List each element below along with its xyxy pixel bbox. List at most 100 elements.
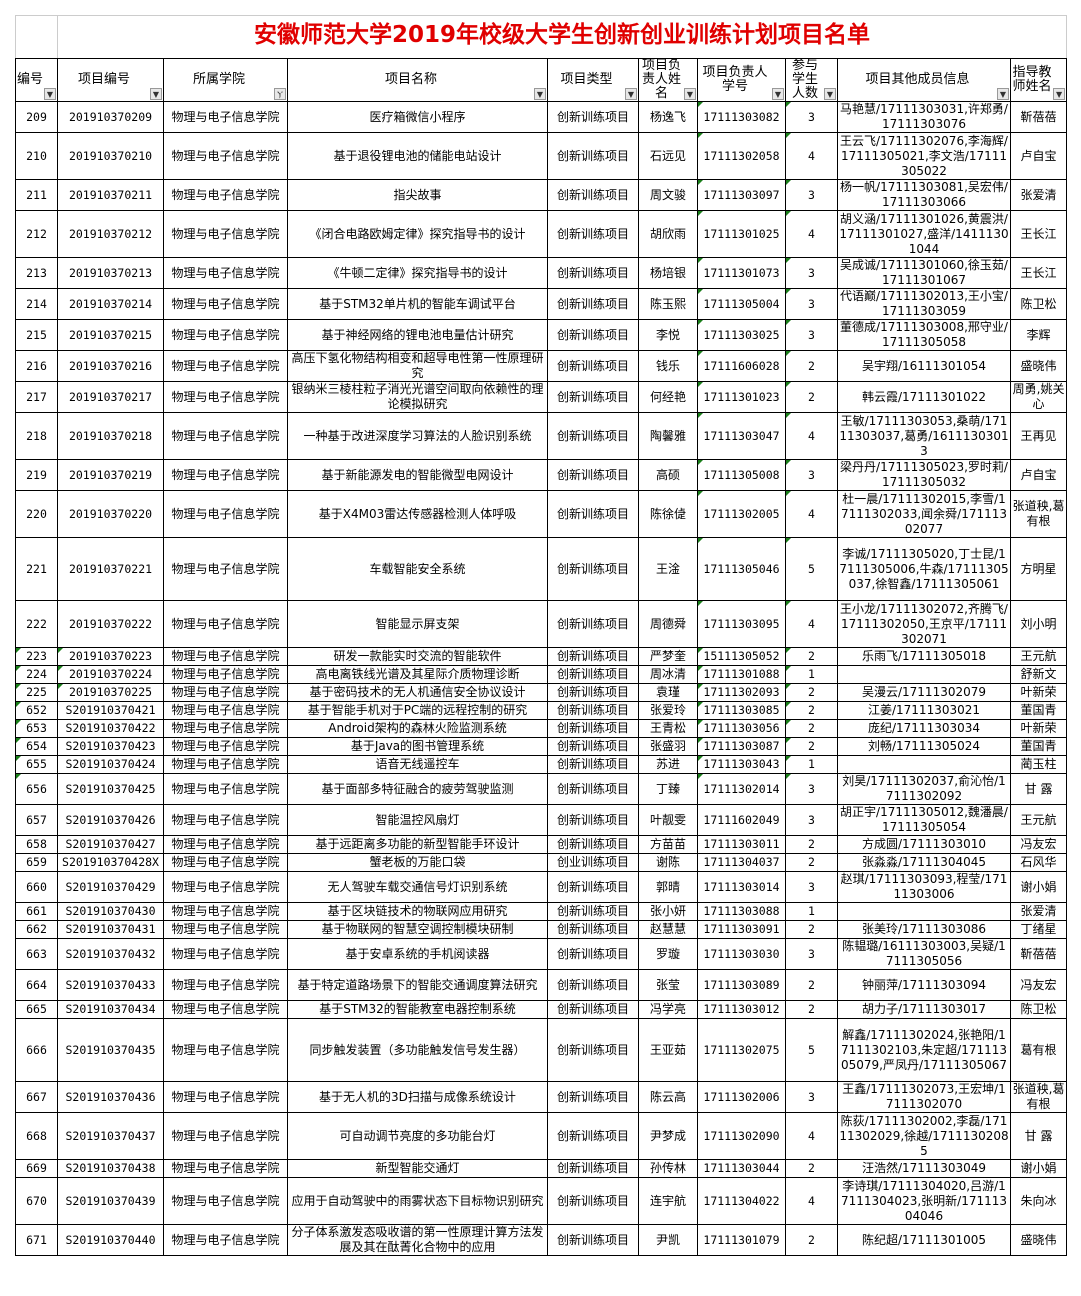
cell-leader-id[interactable]: 17111301088: [697, 665, 786, 684]
cell-serial-no[interactable]: 212: [15, 210, 58, 258]
cell-other-members[interactable]: 梁丹丹/17111305023,罗时莉/17111305032: [837, 459, 1011, 491]
cell-serial-no[interactable]: 217: [15, 381, 58, 413]
cell-project-name[interactable]: 《闭合电路欧姆定律》探究指导书的设计: [287, 210, 548, 258]
cell-other-members[interactable]: 陈荻/17111302002,李磊/17111302029,徐越/1711130…: [837, 1112, 1011, 1160]
filter-dropdown-icon[interactable]: ▼: [625, 88, 637, 100]
cell-member-count[interactable]: 3: [785, 179, 838, 211]
cell-advisor[interactable]: 王长江: [1009, 210, 1068, 258]
cell-serial-no[interactable]: 659: [15, 853, 58, 872]
cell-member-count[interactable]: 2: [785, 1159, 838, 1178]
cell-other-members[interactable]: 代语巅/17111302013,王小宝/17111303059: [837, 288, 1011, 320]
cell-advisor[interactable]: 蔺玉柱: [1009, 755, 1068, 774]
filter-active-icon[interactable]: Ⲩ: [274, 88, 286, 100]
cell-project-type[interactable]: 创新训练项目: [547, 350, 639, 382]
cell-project-name[interactable]: 语音无线遥控车: [287, 755, 548, 774]
cell-other-members[interactable]: 张淼淼/17111304045: [837, 853, 1011, 872]
cell-serial-no[interactable]: 663: [15, 938, 58, 970]
filter-dropdown-icon[interactable]: ▼: [44, 88, 56, 100]
cell-project-name[interactable]: 基于面部多特征融合的疲劳驾驶监测: [287, 773, 548, 805]
cell-project-type[interactable]: 创新训练项目: [547, 288, 639, 320]
cell-other-members[interactable]: 吴成诚/17111301060,徐玉茹/17111301067: [837, 257, 1011, 289]
cell-serial-no[interactable]: 658: [15, 835, 58, 854]
cell-leader-name[interactable]: 李悦: [638, 319, 698, 351]
cell-college[interactable]: 物理与电子信息学院: [163, 412, 288, 460]
cell-project-code[interactable]: S201910370426: [57, 804, 164, 836]
cell-project-type[interactable]: 创新训练项目: [547, 871, 639, 903]
cell-leader-id[interactable]: 17111302058: [697, 132, 786, 180]
cell-project-type[interactable]: 创新训练项目: [547, 647, 639, 666]
cell-project-type[interactable]: 创新训练项目: [547, 969, 639, 1001]
cell-leader-name[interactable]: 张莹: [638, 969, 698, 1001]
cell-leader-name[interactable]: 胡欣雨: [638, 210, 698, 258]
cell-member-count[interactable]: 3: [785, 773, 838, 805]
cell-member-count[interactable]: 2: [785, 701, 838, 720]
cell-leader-name[interactable]: 杨逸飞: [638, 101, 698, 133]
cell-college[interactable]: 物理与电子信息学院: [163, 871, 288, 903]
cell-member-count[interactable]: 1: [785, 665, 838, 684]
cell-advisor[interactable]: 张爱清: [1009, 902, 1068, 921]
cell-member-count[interactable]: 4: [785, 1112, 838, 1160]
cell-project-code[interactable]: S201910370425: [57, 773, 164, 805]
cell-project-code[interactable]: 201910370225: [57, 683, 164, 702]
cell-member-count[interactable]: 5: [785, 1018, 838, 1082]
cell-serial-no[interactable]: 211: [15, 179, 58, 211]
cell-project-code[interactable]: S201910370430: [57, 902, 164, 921]
cell-other-members[interactable]: 李诗琪/17111304020,吕游/17111304023,张明新/17111…: [837, 1177, 1011, 1225]
cell-project-type[interactable]: 创新训练项目: [547, 210, 639, 258]
cell-project-code[interactable]: 201910370221: [57, 537, 164, 601]
cell-other-members[interactable]: 王敏/17111303053,桑萌/17111303037,葛勇/1611130…: [837, 412, 1011, 460]
cell-other-members[interactable]: 吴漫云/17111302079: [837, 683, 1011, 702]
cell-college[interactable]: 物理与电子信息学院: [163, 969, 288, 1001]
cell-college[interactable]: 物理与电子信息学院: [163, 381, 288, 413]
cell-leader-id[interactable]: 17111303014: [697, 871, 786, 903]
cell-project-name[interactable]: 高压下氢化物结构相变和超导电性第一性原理研究: [287, 350, 548, 382]
cell-college[interactable]: 物理与电子信息学院: [163, 600, 288, 648]
cell-project-code[interactable]: S201910370432: [57, 938, 164, 970]
cell-serial-no[interactable]: 215: [15, 319, 58, 351]
cell-leader-name[interactable]: 孙传林: [638, 1159, 698, 1178]
cell-leader-name[interactable]: 尹凯: [638, 1224, 698, 1256]
cell-leader-name[interactable]: 赵慧慧: [638, 920, 698, 939]
cell-project-name[interactable]: 同步触发装置（多功能触发信号发生器）: [287, 1018, 548, 1082]
cell-advisor[interactable]: 葛有根: [1009, 1018, 1068, 1082]
cell-leader-name[interactable]: 高硕: [638, 459, 698, 491]
cell-member-count[interactable]: 2: [785, 719, 838, 738]
cell-project-type[interactable]: 创业训练项目: [547, 853, 639, 872]
cell-advisor[interactable]: 王长江: [1009, 257, 1068, 289]
cell-other-members[interactable]: [837, 665, 1011, 684]
filter-dropdown-icon[interactable]: ▼: [150, 88, 162, 100]
cell-project-name[interactable]: 车载智能安全系统: [287, 537, 548, 601]
cell-leader-name[interactable]: 王青松: [638, 719, 698, 738]
cell-leader-name[interactable]: 王亚茹: [638, 1018, 698, 1082]
cell-project-type[interactable]: 创新训练项目: [547, 1177, 639, 1225]
cell-project-type[interactable]: 创新训练项目: [547, 1112, 639, 1160]
cell-college[interactable]: 物理与电子信息学院: [163, 210, 288, 258]
cell-project-name[interactable]: 基于神经网络的锂电池电量估计研究: [287, 319, 548, 351]
cell-project-code[interactable]: S201910370439: [57, 1177, 164, 1225]
cell-serial-no[interactable]: 652: [15, 701, 58, 720]
cell-project-code[interactable]: S201910370421: [57, 701, 164, 720]
cell-project-name[interactable]: 基于STM32单片机的智能车调试平台: [287, 288, 548, 320]
cell-advisor[interactable]: 叶新荣: [1009, 683, 1068, 702]
cell-serial-no[interactable]: 668: [15, 1112, 58, 1160]
cell-member-count[interactable]: 3: [785, 101, 838, 133]
cell-member-count[interactable]: 1: [785, 755, 838, 774]
cell-leader-id[interactable]: 17111305008: [697, 459, 786, 491]
cell-project-code[interactable]: 201910370211: [57, 179, 164, 211]
cell-leader-name[interactable]: 袁瑾: [638, 683, 698, 702]
cell-project-code[interactable]: 201910370224: [57, 665, 164, 684]
cell-leader-id[interactable]: 17111301073: [697, 257, 786, 289]
cell-project-code[interactable]: 201910370223: [57, 647, 164, 666]
cell-serial-no[interactable]: 669: [15, 1159, 58, 1178]
cell-advisor[interactable]: 谢小娟: [1009, 1159, 1068, 1178]
cell-member-count[interactable]: 4: [785, 600, 838, 648]
cell-project-name[interactable]: 基于新能源发电的智能微型电网设计: [287, 459, 548, 491]
cell-project-type[interactable]: 创新训练项目: [547, 719, 639, 738]
cell-member-count[interactable]: 4: [785, 490, 838, 538]
cell-leader-name[interactable]: 张爱玲: [638, 701, 698, 720]
cell-college[interactable]: 物理与电子信息学院: [163, 755, 288, 774]
cell-college[interactable]: 物理与电子信息学院: [163, 101, 288, 133]
cell-other-members[interactable]: 王云飞/17111302076,李海辉/17111305021,李文浩/1711…: [837, 132, 1011, 180]
cell-other-members[interactable]: 马艳慧/17111303031,许郑勇/17111303076: [837, 101, 1011, 133]
cell-project-name[interactable]: 基于区块链技术的物联网应用研究: [287, 902, 548, 921]
